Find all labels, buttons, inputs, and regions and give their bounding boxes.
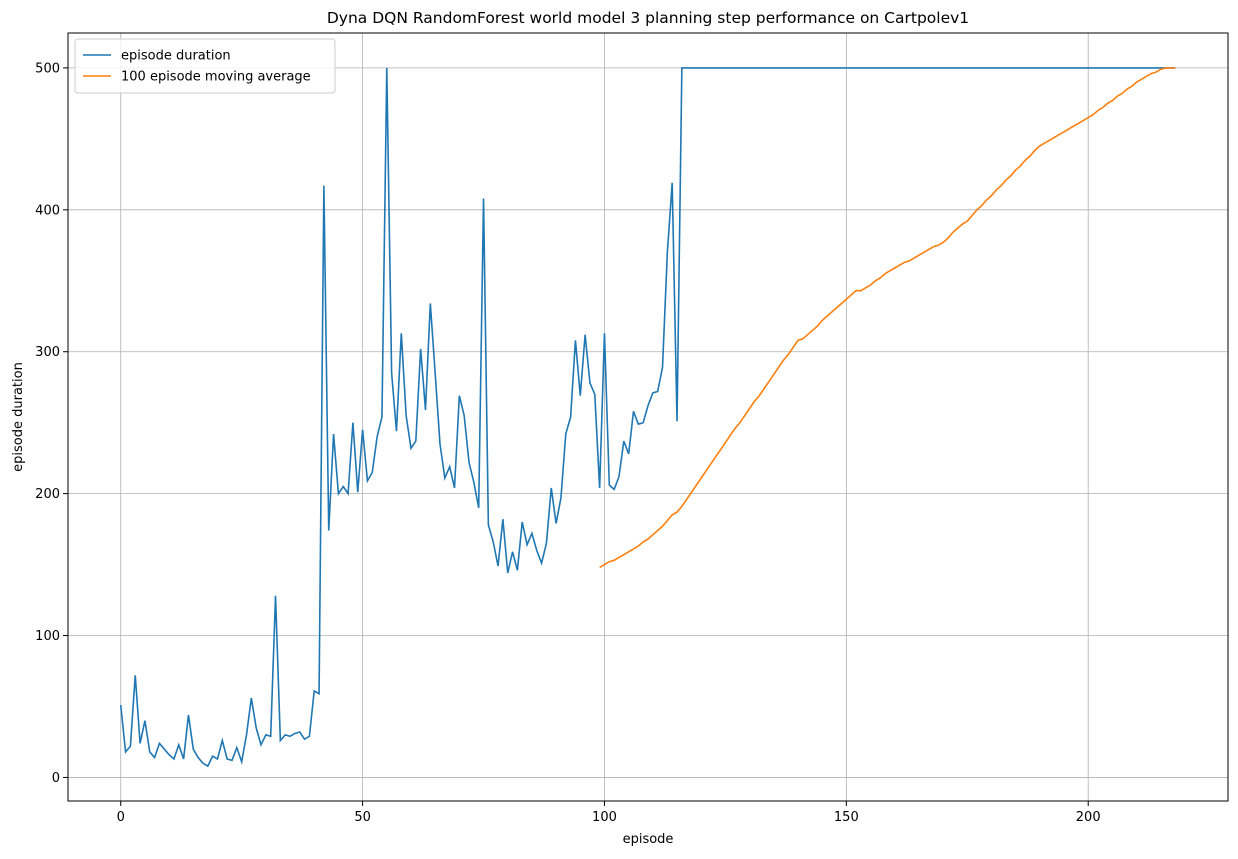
x-tick-label: 0 bbox=[117, 810, 125, 825]
x-tick-label: 100 bbox=[592, 810, 617, 825]
legend-box bbox=[74, 38, 336, 94]
x-tick-label: 50 bbox=[354, 810, 371, 825]
x-tick-label: 150 bbox=[834, 810, 859, 825]
y-tick-label: 0 bbox=[52, 771, 60, 786]
x-axis-label: episode bbox=[623, 832, 674, 847]
chart-title: Dyna DQN RandomForest world model 3 plan… bbox=[327, 9, 969, 27]
y-axis-label: episode duration bbox=[11, 362, 26, 472]
y-tick-label: 500 bbox=[35, 61, 60, 76]
y-tick-label: 300 bbox=[35, 345, 60, 360]
axes-frame bbox=[67, 32, 1229, 802]
legend-label: 100 episode moving average bbox=[121, 70, 311, 85]
line bbox=[119, 67, 1176, 768]
series-line bbox=[599, 67, 1176, 569]
series-line bbox=[119, 67, 1176, 768]
line bbox=[599, 67, 1176, 569]
x-tick-label: 200 bbox=[1076, 810, 1101, 825]
y-tick-label: 100 bbox=[35, 629, 60, 644]
y-tick-label: 200 bbox=[35, 487, 60, 502]
y-tick-label: 400 bbox=[35, 203, 60, 218]
legend-label: episode duration bbox=[121, 49, 231, 64]
